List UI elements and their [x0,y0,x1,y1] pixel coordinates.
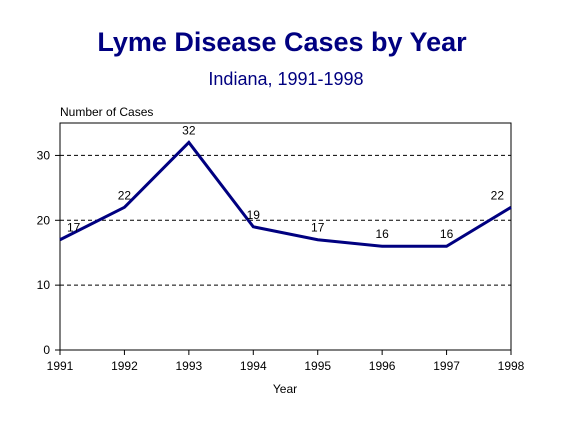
chart-title: Lyme Disease Cases by Year [97,27,467,57]
data-label-1991: 17 [67,221,81,235]
data-label-1997: 16 [440,227,454,241]
data-label-1998: 22 [491,188,505,202]
x-tick-label-1995: 1995 [304,359,331,373]
x-tick-label-1996: 1996 [369,359,396,373]
x-tick-label-1998: 1998 [498,359,525,373]
x-axis-ticks: 1991 1992 1993 1994 1995 1996 1997 1998 [47,350,525,373]
data-label-1994: 19 [247,208,261,222]
y-axis-label: Number of Cases [60,105,153,119]
y-tick-label-10: 10 [37,278,51,292]
x-axis-label: Year [273,382,297,396]
x-tick-label-1994: 1994 [240,359,267,373]
data-labels: 17 22 32 19 17 16 16 22 [67,123,504,241]
data-label-1992: 22 [118,188,132,202]
plot-frame [59,122,512,351]
gridlines [60,154,511,286]
y-tick-label-30: 30 [37,148,51,162]
x-tick-label-1991: 1991 [47,359,74,373]
data-label-1993: 32 [182,123,196,137]
cases-series-line [59,140,512,248]
data-label-1996: 16 [375,227,389,241]
y-tick-label-0: 0 [43,343,50,357]
y-tick-label-20: 20 [37,213,51,227]
y-axis-ticks: 0 10 20 30 [37,148,60,357]
data-label-1995: 17 [311,221,325,235]
x-tick-label-1992: 1992 [111,359,138,373]
x-tick-label-1997: 1997 [433,359,460,373]
chart-subtitle: Indiana, 1991-1998 [208,69,363,89]
x-tick-label-1993: 1993 [176,359,203,373]
